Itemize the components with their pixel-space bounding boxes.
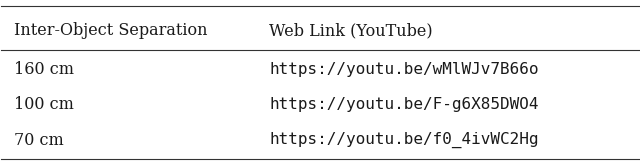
Text: https://youtu.be/F-g6X85DWO4: https://youtu.be/F-g6X85DWO4 <box>269 97 538 112</box>
Text: Inter-Object Separation: Inter-Object Separation <box>14 22 207 39</box>
Text: https://youtu.be/f0_4ivWC2Hg: https://youtu.be/f0_4ivWC2Hg <box>269 132 538 148</box>
Text: Web Link (YouTube): Web Link (YouTube) <box>269 22 433 39</box>
Text: 160 cm: 160 cm <box>14 61 74 78</box>
Text: https://youtu.be/wMlWJv7B66o: https://youtu.be/wMlWJv7B66o <box>269 62 538 77</box>
Text: 100 cm: 100 cm <box>14 96 74 113</box>
Text: 70 cm: 70 cm <box>14 132 64 149</box>
